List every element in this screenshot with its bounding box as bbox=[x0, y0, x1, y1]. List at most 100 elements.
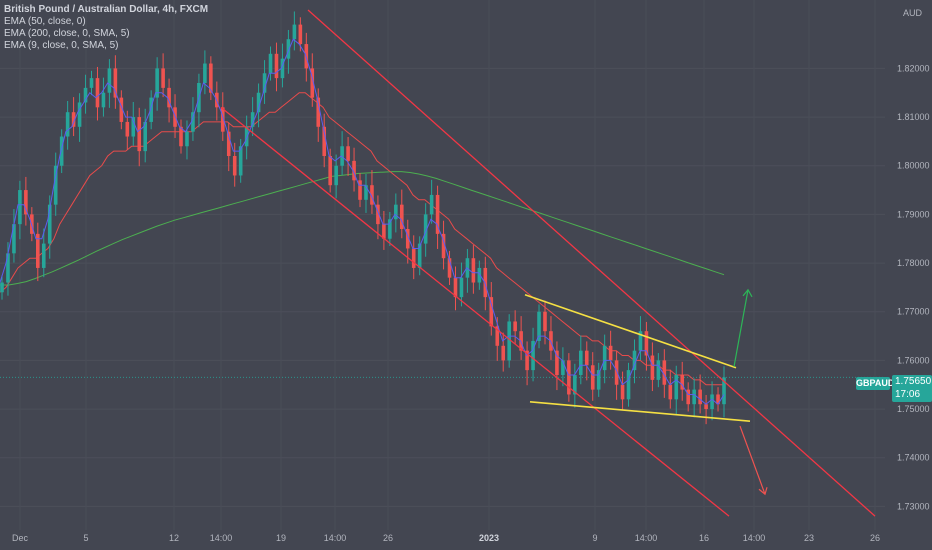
candle bbox=[692, 378, 696, 418]
candle-body bbox=[489, 297, 494, 327]
candle-body bbox=[555, 350, 559, 375]
candle bbox=[238, 138, 243, 183]
last-price-tag: GBPAUD 1.75650 17:06 bbox=[856, 375, 932, 403]
candle bbox=[12, 209, 16, 263]
candle-body bbox=[710, 394, 714, 410]
candle bbox=[429, 179, 434, 224]
candle bbox=[459, 262, 464, 307]
candle-body bbox=[364, 185, 368, 200]
candle bbox=[352, 147, 356, 192]
candle bbox=[256, 83, 261, 128]
candle bbox=[274, 42, 279, 92]
candle-body bbox=[602, 345, 607, 371]
candle bbox=[316, 88, 321, 142]
candle-body bbox=[209, 63, 213, 93]
candle bbox=[710, 381, 714, 421]
candle bbox=[399, 189, 404, 239]
candle bbox=[650, 342, 655, 392]
candle bbox=[465, 248, 470, 293]
candle bbox=[680, 361, 685, 401]
candle bbox=[328, 148, 332, 193]
candle-body bbox=[561, 360, 565, 375]
candle-body bbox=[328, 156, 332, 186]
ema-200-line bbox=[0, 171, 725, 286]
candle-body bbox=[596, 370, 601, 390]
candle-body bbox=[256, 92, 261, 113]
candle bbox=[537, 304, 541, 349]
candle bbox=[531, 327, 535, 382]
candle-body bbox=[238, 146, 243, 176]
candle bbox=[567, 353, 571, 402]
arrow-up-line bbox=[733, 289, 749, 367]
x-tick-label: 2023 bbox=[479, 533, 499, 543]
candle bbox=[471, 245, 476, 294]
candle bbox=[668, 369, 673, 409]
candle-body bbox=[113, 68, 118, 98]
candle-body bbox=[316, 97, 321, 127]
candle bbox=[405, 219, 410, 264]
candle bbox=[489, 282, 494, 336]
candle-body bbox=[185, 131, 189, 147]
price-axis[interactable]: AUD 1.82000 1.81000 1.80000 1.79000 1.78000 1.… bbox=[897, 8, 930, 511]
candle-body bbox=[376, 204, 380, 225]
candle-body bbox=[298, 24, 303, 45]
candle-body bbox=[662, 360, 667, 385]
candle bbox=[24, 176, 28, 226]
candle-body bbox=[280, 58, 285, 79]
indicator-ema-200[interactable]: EMA (200, close, 0, SMA, 5) bbox=[4, 28, 130, 39]
candle-body bbox=[24, 190, 28, 215]
candle bbox=[6, 242, 10, 296]
time-axis[interactable]: Dec 5 12 14:00 19 14:00 26 2023 9 14:00 16 14:00 23 2… bbox=[12, 533, 880, 543]
candle-body bbox=[459, 277, 464, 298]
candle-body bbox=[507, 321, 511, 361]
candle bbox=[262, 60, 267, 104]
candle-body bbox=[65, 112, 70, 137]
candle bbox=[686, 382, 690, 412]
candle-body bbox=[501, 345, 506, 361]
candle-body bbox=[531, 340, 535, 371]
candle bbox=[394, 193, 398, 233]
candle bbox=[596, 362, 601, 397]
candle-body bbox=[334, 165, 338, 186]
x-tick-label: 14:00 bbox=[210, 533, 233, 543]
candle bbox=[423, 203, 428, 257]
candle-body bbox=[149, 97, 153, 122]
candle bbox=[53, 152, 58, 216]
candle bbox=[620, 371, 625, 411]
candle bbox=[203, 50, 207, 95]
y-tick-label: 1.82000 bbox=[897, 63, 930, 73]
candle bbox=[209, 56, 213, 101]
candle-body bbox=[340, 146, 344, 166]
candle-body bbox=[268, 53, 273, 74]
candle-body bbox=[417, 243, 422, 268]
candle bbox=[364, 174, 368, 213]
candle-body bbox=[435, 194, 440, 234]
candle bbox=[525, 341, 529, 386]
candle-body bbox=[411, 248, 416, 268]
indicator-ema-50[interactable]: EMA (50, close, 0) bbox=[4, 16, 86, 27]
candle-body bbox=[119, 97, 124, 122]
candle-body bbox=[250, 112, 255, 127]
candle-body bbox=[226, 131, 231, 156]
candle-body bbox=[358, 180, 362, 200]
price-box: 1.75650 17:06 bbox=[892, 375, 932, 402]
x-tick-label: 23 bbox=[804, 533, 814, 543]
candle bbox=[47, 195, 52, 259]
last-price-value: 1.75650 bbox=[895, 376, 932, 387]
candle-body bbox=[632, 350, 637, 371]
candle bbox=[36, 222, 40, 282]
candle bbox=[555, 341, 559, 391]
candle bbox=[119, 90, 124, 130]
candle-body bbox=[244, 126, 249, 147]
candle bbox=[71, 97, 76, 137]
candle bbox=[179, 119, 183, 154]
candle bbox=[578, 335, 583, 385]
candle bbox=[131, 101, 136, 146]
y-tick-label: 1.81000 bbox=[897, 112, 930, 122]
candle-body bbox=[310, 68, 315, 98]
ema-9-layer bbox=[0, 38, 725, 405]
candle-body bbox=[405, 229, 410, 249]
indicator-ema-9[interactable]: EMA (9, close, 0, SMA, 5) bbox=[4, 40, 119, 51]
candle-body bbox=[12, 224, 16, 254]
candle bbox=[507, 314, 511, 368]
